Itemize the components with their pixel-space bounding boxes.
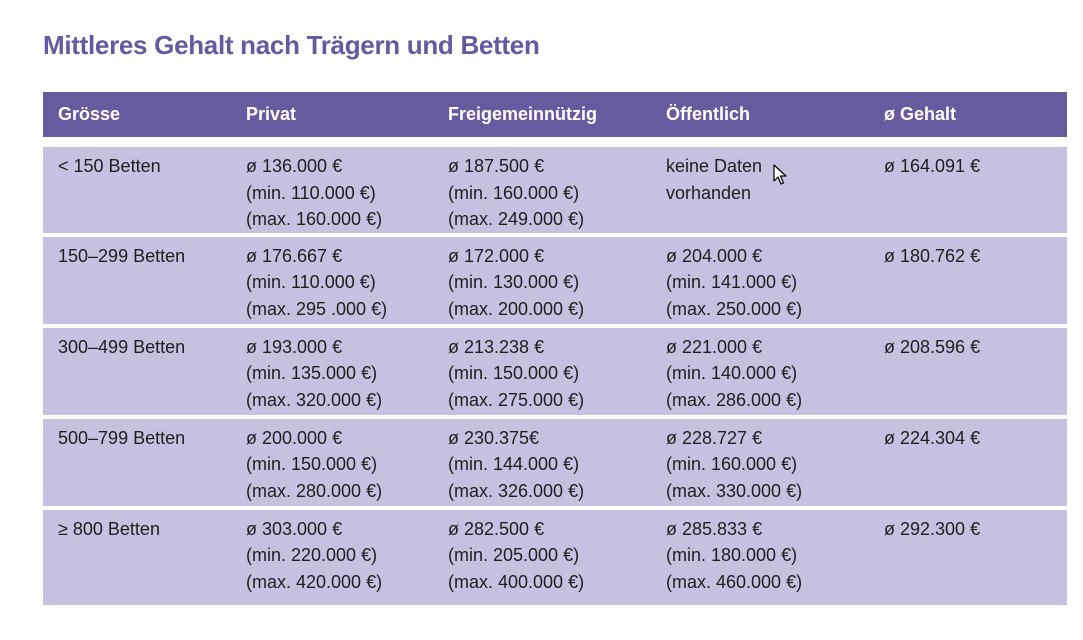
min-value: (min. 150.000 €) [246, 454, 378, 474]
cell-size: 300–499 Betten [43, 325, 231, 419]
min-value: (min. 150.000 €) [448, 363, 580, 383]
avg-value: ø 187.500 € [448, 156, 545, 176]
header-size: Grösse [43, 92, 231, 147]
avg-value: ø 172.000 € [448, 245, 545, 266]
avg-value: ø 221.000 € [666, 336, 763, 357]
cell-private: ø 303.000 € (min. 220.000 €) (max. 420.0… [231, 507, 433, 605]
header-public: Öffentlich [651, 92, 869, 147]
max-value: (max. 249.000 €) [448, 209, 585, 229]
avg-value: ø 193.000 € [246, 336, 343, 357]
note-line: keine Daten [666, 156, 763, 176]
table-row: 300–499 Betten ø 193.000 € (min. 135.000… [43, 325, 1067, 419]
max-value: (max. 460.000 €) [666, 571, 803, 592]
salary-table: Grösse Privat Freigemeinnützig Öffentlic… [43, 92, 1067, 605]
cell-nonprofit: ø 230.375€ (min. 144.000 €) (max. 326.00… [433, 416, 651, 510]
max-value: (max. 400.000 €) [448, 571, 585, 592]
table-body: < 150 Betten ø 136.000 € (min. 110.000 €… [43, 142, 1067, 605]
cell-public: ø 285.833 € (min. 180.000 €) (max. 460.0… [651, 507, 869, 605]
table-header: Grösse Privat Freigemeinnützig Öffentlic… [43, 92, 1067, 147]
min-value: (min. 144.000 €) [448, 454, 580, 474]
note-line: vorhanden [666, 182, 752, 203]
table-row: 150–299 Betten ø 176.667 € (min. 110.000… [43, 234, 1067, 328]
min-value: (min. 220.000 €) [246, 545, 378, 565]
table-row: ≥ 800 Betten ø 303.000 € (min. 220.000 €… [43, 507, 1067, 605]
cell-public: ø 228.727 € (min. 160.000 €) (max. 330.0… [651, 416, 869, 510]
cell-size: 150–299 Betten [43, 234, 231, 328]
min-value: (min. 160.000 €) [448, 182, 580, 203]
cell-nonprofit: ø 172.000 € (min. 130.000 €) (max. 200.0… [433, 234, 651, 328]
cell-nonprofit: ø 187.500 € (min. 160.000 €) (max. 249.0… [433, 142, 651, 237]
cell-size: < 150 Betten [43, 142, 231, 237]
min-value: (min. 180.000 €) [666, 545, 798, 565]
avg-value: ø 176.667 € [246, 245, 343, 266]
min-value: (min. 130.000 €) [448, 272, 580, 292]
table-row: < 150 Betten ø 136.000 € (min. 110.000 €… [43, 142, 1067, 237]
min-value: (min. 110.000 €) [246, 182, 376, 203]
avg-value: ø 213.238 € [448, 336, 545, 357]
max-value: (max. 160.000 €) [246, 209, 383, 229]
cell-size: ≥ 800 Betten [43, 507, 231, 605]
min-value: (min. 141.000 €) [666, 272, 798, 292]
max-value: (max. 200.000 €) [448, 298, 585, 319]
cell-average: ø 292.300 € [869, 507, 1067, 605]
mouse-pointer-icon [773, 164, 787, 185]
max-value: (max. 326.000 €) [448, 480, 585, 501]
table-row: 500–799 Betten ø 200.000 € (min. 150.000… [43, 416, 1067, 510]
max-value: (max. 286.000 €) [666, 389, 803, 410]
min-value: (min. 110.000 €) [246, 272, 376, 292]
max-value: (max. 295 .000 €) [246, 298, 388, 319]
cell-private: ø 136.000 € (min. 110.000 €) (max. 160.0… [231, 142, 433, 237]
header-nonprofit: Freigemeinnützig [433, 92, 651, 147]
avg-value: ø 303.000 € [246, 518, 343, 539]
cell-public: ø 221.000 € (min. 140.000 €) (max. 286.0… [651, 325, 869, 419]
header-row: Grösse Privat Freigemeinnützig Öffentlic… [43, 92, 1067, 147]
avg-value: ø 282.500 € [448, 518, 545, 539]
min-value: (min. 135.000 €) [246, 363, 378, 383]
avg-value: ø 285.833 € [666, 518, 763, 539]
cell-public: ø 204.000 € (min. 141.000 €) (max. 250.0… [651, 234, 869, 328]
max-value: (max. 275.000 €) [448, 389, 585, 410]
cell-nonprofit: ø 282.500 € (min. 205.000 €) (max. 400.0… [433, 507, 651, 605]
min-value: (min. 140.000 €) [666, 363, 798, 383]
avg-value: ø 200.000 € [246, 427, 343, 448]
min-value: (min. 160.000 €) [666, 454, 798, 474]
cell-public: keine Daten vorhanden [651, 142, 869, 237]
max-value: (max. 330.000 €) [666, 480, 803, 501]
avg-value: ø 204.000 € [666, 245, 763, 266]
avg-value: ø 136.000 € [246, 156, 343, 176]
cell-private: ø 193.000 € (min. 135.000 €) (max. 320.0… [231, 325, 433, 419]
cell-average: ø 180.762 € [869, 234, 1067, 328]
cell-private: ø 176.667 € (min. 110.000 €) (max. 295 .… [231, 234, 433, 328]
avg-value: ø 230.375€ [448, 427, 540, 448]
cell-average: ø 208.596 € [869, 325, 1067, 419]
max-value: (max. 250.000 €) [666, 298, 803, 319]
cell-private: ø 200.000 € (min. 150.000 €) (max. 280.0… [231, 416, 433, 510]
header-average: ø Gehalt [869, 92, 1067, 147]
min-value: (min. 205.000 €) [448, 545, 580, 565]
max-value: (max. 280.000 €) [246, 480, 383, 501]
cell-average: ø 224.304 € [869, 416, 1067, 510]
max-value: (max. 320.000 €) [246, 389, 383, 410]
page-title: Mittleres Gehalt nach Trägern und Betten [43, 30, 540, 60]
avg-value: ø 228.727 € [666, 427, 763, 448]
cell-nonprofit: ø 213.238 € (min. 150.000 €) (max. 275.0… [433, 325, 651, 419]
cell-average: ø 164.091 € [869, 142, 1067, 237]
cell-size: 500–799 Betten [43, 416, 231, 510]
max-value: (max. 420.000 €) [246, 571, 383, 592]
header-private: Privat [231, 92, 433, 147]
